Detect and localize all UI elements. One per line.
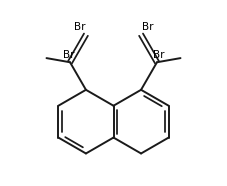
Text: Br: Br <box>74 22 85 32</box>
Text: Br: Br <box>142 22 153 32</box>
Text: Br: Br <box>153 50 164 60</box>
Text: Br: Br <box>63 50 74 60</box>
